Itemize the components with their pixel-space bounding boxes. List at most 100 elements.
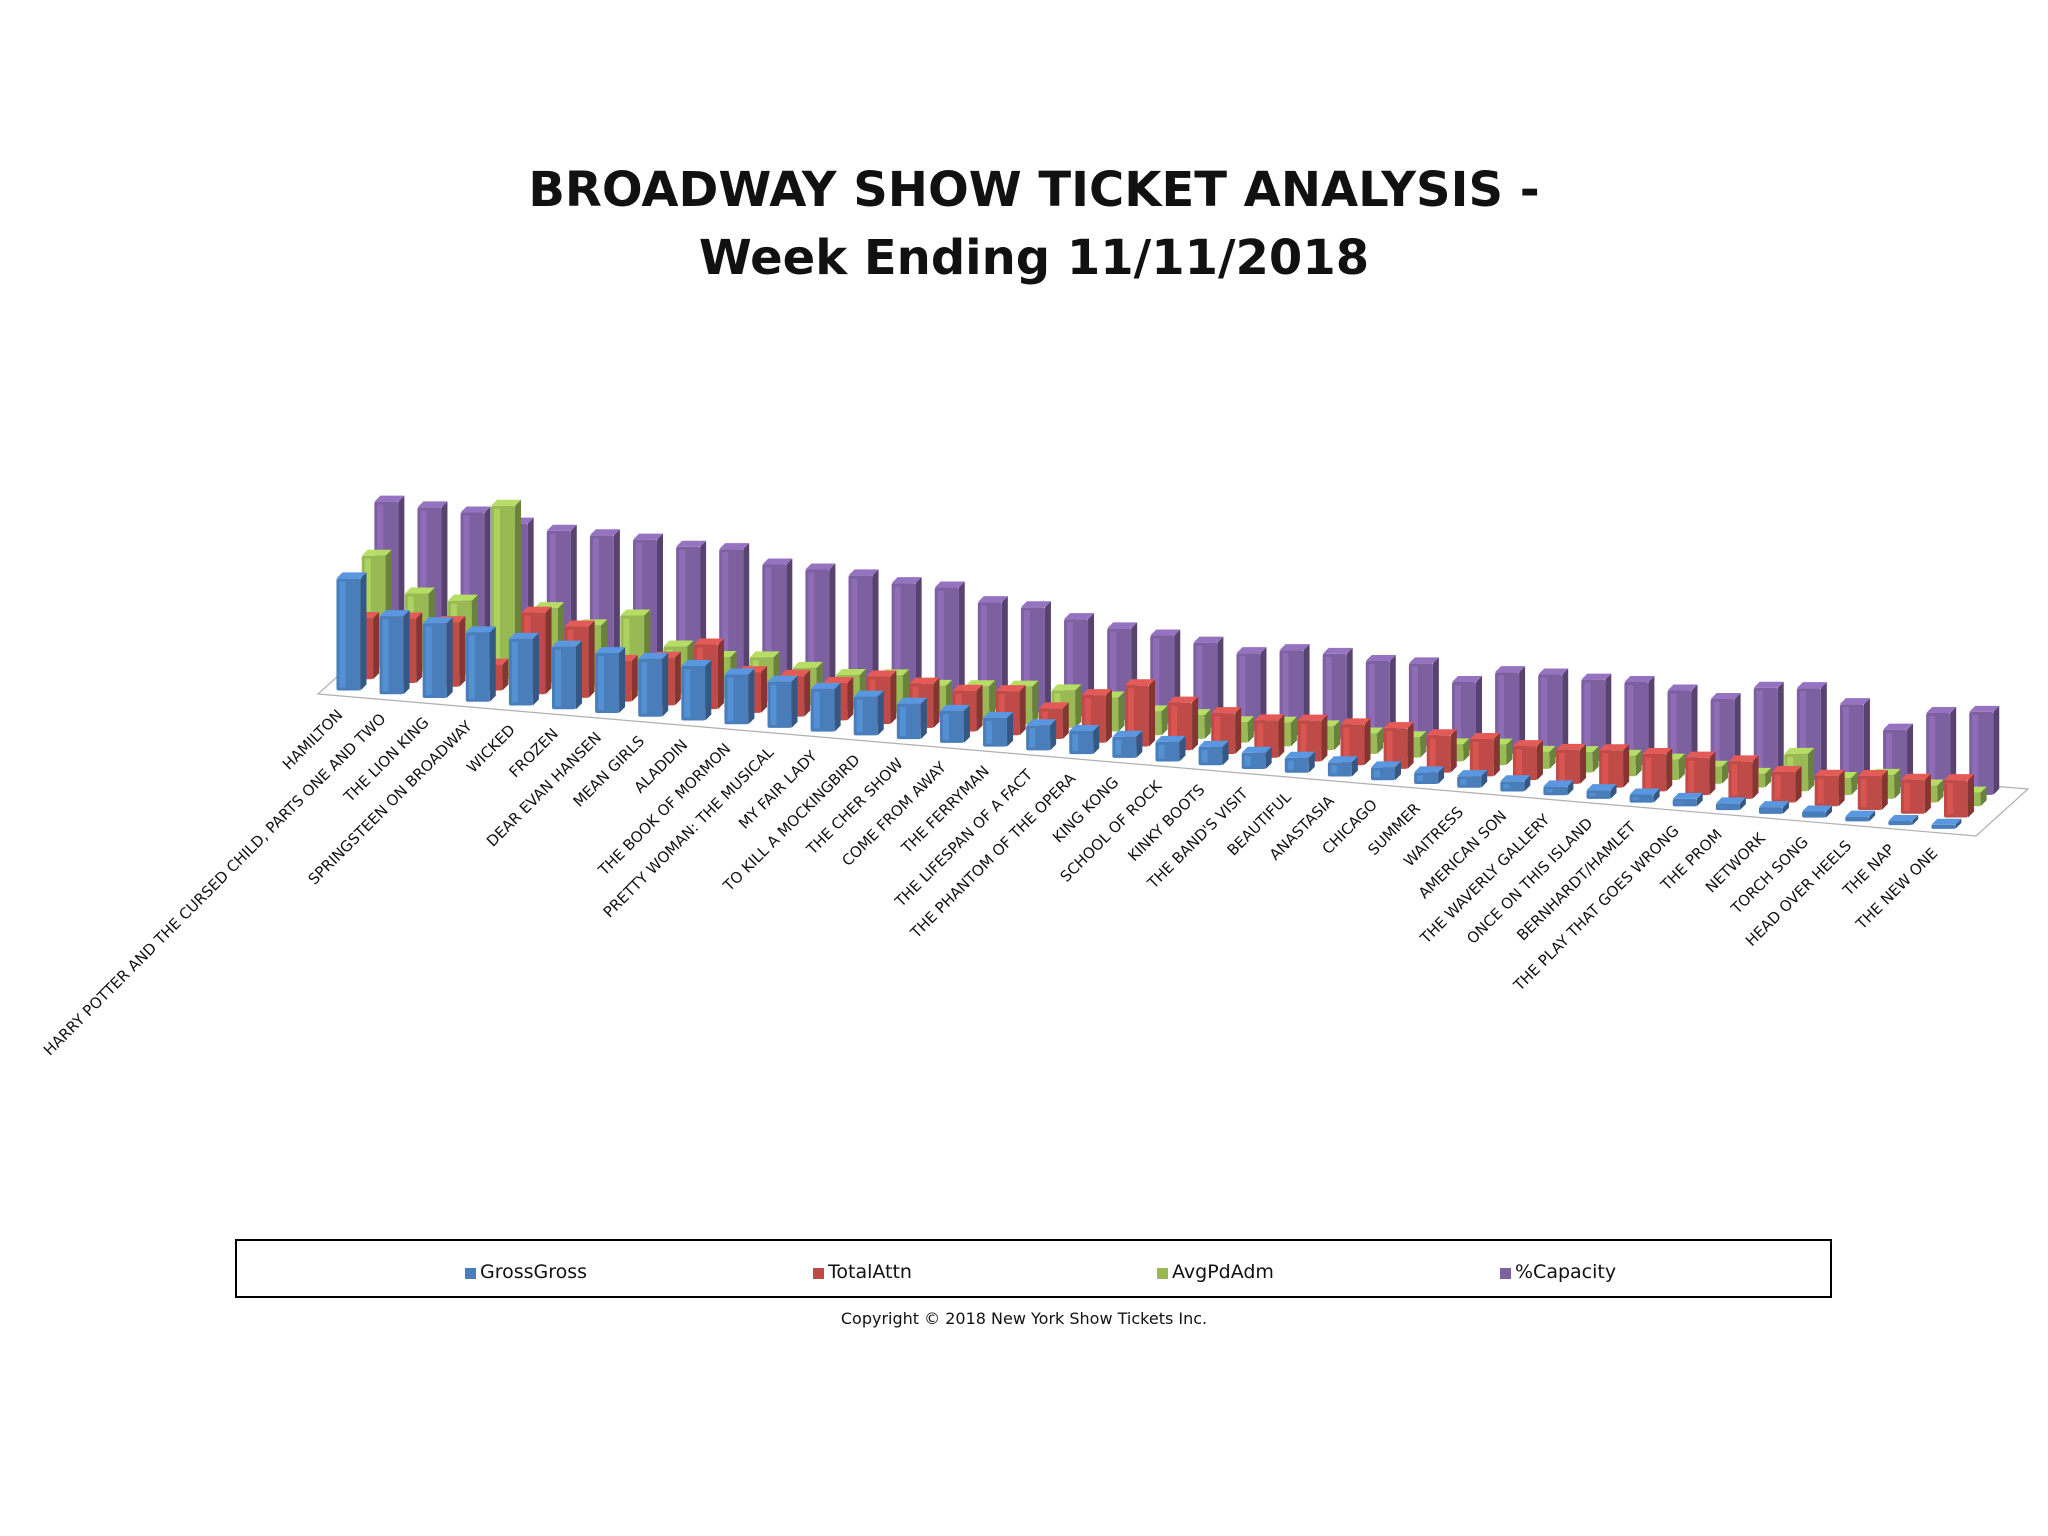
bar-side-face xyxy=(915,577,922,702)
bar-front-face xyxy=(1500,781,1525,792)
legend-item-grossgross: GrossGross xyxy=(465,1261,587,1283)
bar-side-face xyxy=(1937,779,1944,803)
bar-top-face xyxy=(1254,714,1285,721)
bar-top-face xyxy=(823,676,854,683)
bar-side-face xyxy=(662,652,669,717)
bar-side-face xyxy=(1709,751,1716,796)
bar xyxy=(983,712,1014,747)
bar-side-face xyxy=(717,638,724,710)
bar-side-face xyxy=(1265,746,1272,770)
bar xyxy=(595,647,626,713)
legend-swatch-capacity xyxy=(1500,1268,1511,1279)
bar-highlight xyxy=(980,605,987,706)
bar-highlight xyxy=(1584,682,1591,759)
bar-top-face xyxy=(805,563,836,570)
bar-top-face xyxy=(1495,666,1526,673)
bar-top-face xyxy=(891,577,922,584)
bar-side-face xyxy=(588,620,595,698)
bar-side-face xyxy=(1136,730,1143,758)
bar-top-face xyxy=(1512,740,1543,747)
bar-highlight xyxy=(382,619,389,692)
bar xyxy=(1340,718,1371,766)
legend-label-totalattn: TotalAttn xyxy=(828,1261,912,1283)
bar-side-face xyxy=(1019,685,1026,736)
bar xyxy=(508,632,539,706)
bar xyxy=(1771,765,1802,803)
bar-highlight xyxy=(851,578,858,695)
bar-highlight xyxy=(425,626,432,696)
bar-highlight xyxy=(1541,677,1548,755)
bar-side-face xyxy=(1605,673,1612,762)
bar-top-face xyxy=(1931,818,1962,825)
bar-top-face xyxy=(1193,636,1224,643)
bar xyxy=(336,572,367,691)
bar-top-face xyxy=(564,620,595,627)
bar-side-face xyxy=(1351,756,1358,777)
legend-item-avgpdadm: AvgPdAdm xyxy=(1157,1261,1274,1283)
bar-highlight xyxy=(1029,728,1036,748)
bar-side-face xyxy=(1105,689,1112,743)
bar-top-face xyxy=(1629,788,1660,795)
bar-top-face xyxy=(1538,668,1569,675)
bar-side-face xyxy=(1321,714,1328,762)
bar-top-face xyxy=(1008,680,1039,687)
bar-side-face xyxy=(1007,712,1014,747)
bar-side-face xyxy=(1881,770,1888,811)
bar xyxy=(1728,755,1759,799)
bar-highlight xyxy=(1799,691,1806,777)
bar xyxy=(1193,636,1224,728)
bar-side-face xyxy=(1192,696,1199,751)
bar-side-face xyxy=(791,675,798,728)
bar xyxy=(1279,644,1310,736)
bar-highlight xyxy=(1817,778,1824,804)
bar-top-face xyxy=(1168,696,1199,703)
bar-top-face xyxy=(1408,657,1439,664)
bar-top-face xyxy=(1753,681,1784,688)
bar-side-face xyxy=(1463,738,1470,762)
bar-top-face xyxy=(1857,770,1888,777)
bar-side-face xyxy=(1118,691,1125,732)
category-label: THE NEW ONE xyxy=(1852,844,1941,933)
bar-side-face xyxy=(1666,747,1673,792)
bar-top-face xyxy=(977,596,1008,603)
bar-top-face xyxy=(1211,707,1242,714)
bar-top-face xyxy=(1581,673,1612,680)
bar xyxy=(1796,682,1827,780)
bar-highlight xyxy=(1023,610,1030,710)
bar-side-face xyxy=(1247,716,1254,743)
bar-side-face xyxy=(1734,693,1741,773)
bar-top-face xyxy=(1642,747,1673,754)
bar-top-face xyxy=(422,617,453,624)
bar-highlight xyxy=(494,508,501,677)
bar-top-face xyxy=(465,626,496,633)
bar-highlight xyxy=(1127,688,1134,744)
bar xyxy=(934,581,965,706)
bar-top-face xyxy=(1728,755,1759,762)
legend-swatch-avgpdadm xyxy=(1157,1268,1168,1279)
bar-highlight xyxy=(1171,705,1178,748)
bar-top-face xyxy=(1943,774,1974,781)
bar-highlight xyxy=(1860,779,1867,808)
bar-highlight xyxy=(1670,693,1677,766)
bar-side-face xyxy=(1290,716,1297,747)
bar-highlight xyxy=(468,635,475,699)
bar-highlight xyxy=(1460,779,1467,785)
bar-top-face xyxy=(1883,723,1914,730)
bar-highlight xyxy=(1239,656,1246,729)
bar xyxy=(1556,743,1587,784)
bar-side-face xyxy=(958,581,965,706)
bar-side-face xyxy=(1795,765,1802,803)
bar-top-face xyxy=(361,549,392,556)
bar-highlight xyxy=(1632,797,1639,800)
bar-side-face xyxy=(1567,780,1574,796)
bar-top-face xyxy=(1802,805,1833,812)
bar-side-face xyxy=(1912,815,1919,826)
bar-highlight xyxy=(1515,749,1522,778)
bar-side-face xyxy=(1808,747,1815,792)
bar-top-face xyxy=(1069,724,1100,731)
bar-side-face xyxy=(545,606,552,695)
bar-side-face xyxy=(1222,740,1229,766)
bar-top-face xyxy=(336,572,367,579)
bar-side-face xyxy=(1549,745,1556,769)
